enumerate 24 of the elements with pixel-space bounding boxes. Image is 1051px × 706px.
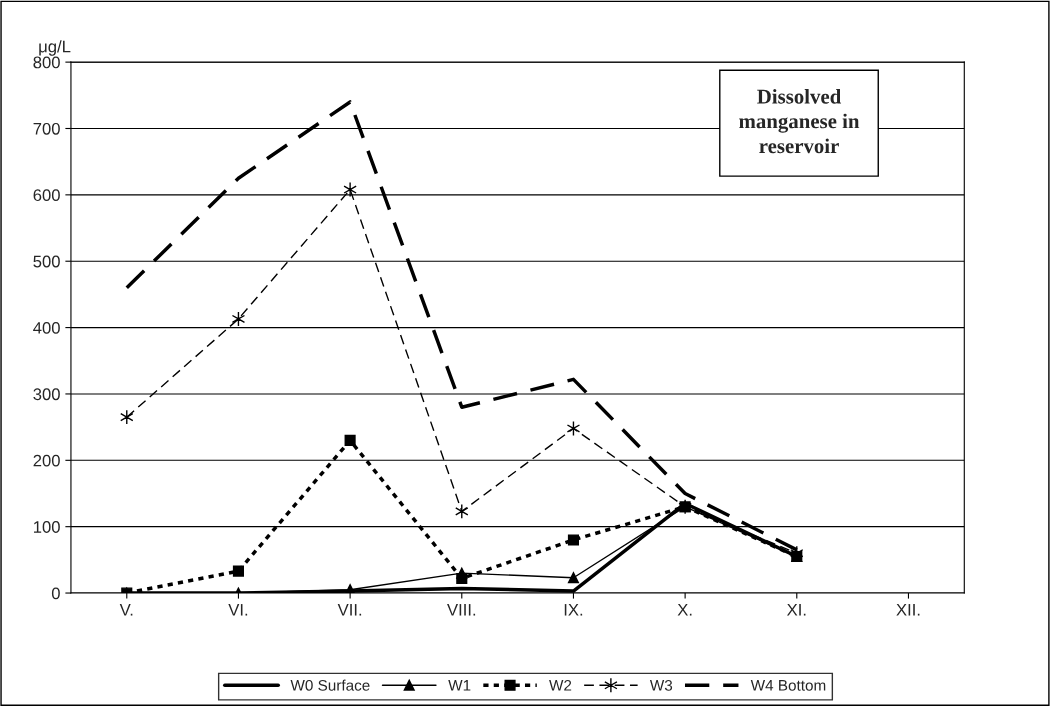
x-tick-label: VI. bbox=[228, 604, 248, 616]
y-tick-label: 700 bbox=[33, 122, 60, 135]
legend-label: W1 bbox=[448, 680, 471, 691]
y-tick-label: 300 bbox=[33, 388, 60, 401]
legend-label: W2 bbox=[549, 679, 572, 691]
x-tick-label: VII. bbox=[337, 604, 362, 616]
x-tick-label: IX. bbox=[564, 604, 583, 616]
x-tick-label: VIII. bbox=[447, 604, 476, 616]
legend-label: W4 Bottom bbox=[750, 680, 826, 691]
y-tick-label: 400 bbox=[33, 321, 60, 334]
x-tick-label: XI. bbox=[786, 604, 806, 616]
text: Dissolved manganese in reservoir bbox=[739, 88, 860, 154]
x-tick-label: V. bbox=[119, 604, 133, 616]
y-tick-label: 100 bbox=[33, 521, 60, 533]
legend-label: W0 Surface bbox=[290, 679, 370, 691]
x-tick-label: X. bbox=[677, 604, 692, 616]
y-tick-label: 800 bbox=[33, 56, 60, 69]
y-tick-label: 200 bbox=[33, 454, 60, 467]
y-tick-label: 600 bbox=[33, 189, 60, 202]
y-tick-label: 500 bbox=[33, 255, 60, 268]
y-tick-label: 0 bbox=[51, 587, 60, 600]
x-tick-label: XII. bbox=[896, 604, 920, 616]
legend-label: W3 bbox=[649, 679, 673, 691]
y-axis-title: μg/L bbox=[39, 40, 71, 56]
